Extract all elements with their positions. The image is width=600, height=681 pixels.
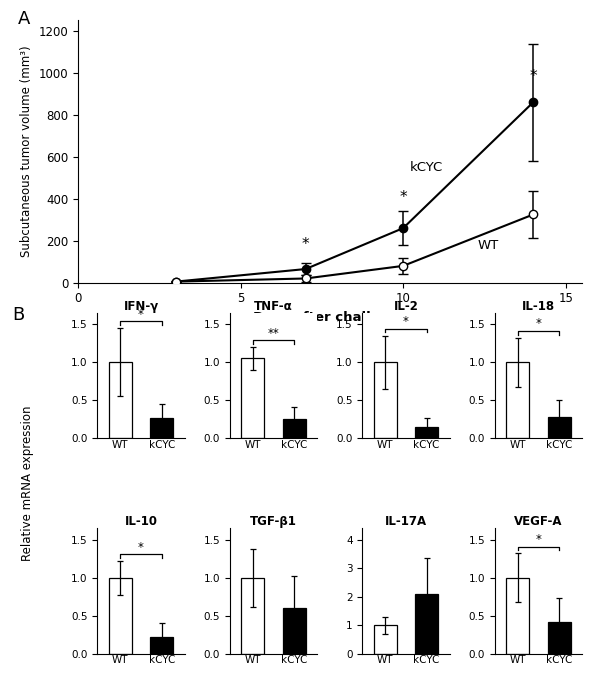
Bar xyxy=(241,358,264,438)
Title: IL-17A: IL-17A xyxy=(385,516,427,528)
Title: IL-2: IL-2 xyxy=(394,300,418,313)
Title: TNF-α: TNF-α xyxy=(254,300,293,313)
Bar xyxy=(283,608,305,654)
Text: *: * xyxy=(138,541,144,554)
Text: *: * xyxy=(529,69,537,84)
Text: kCYC: kCYC xyxy=(410,161,443,174)
Bar xyxy=(548,417,571,438)
Bar xyxy=(374,625,397,654)
Text: A: A xyxy=(17,10,30,28)
Text: *: * xyxy=(302,236,310,251)
Bar xyxy=(506,362,529,438)
Y-axis label: Subcutaneous tumor volume (mm³): Subcutaneous tumor volume (mm³) xyxy=(20,46,33,257)
Text: B: B xyxy=(12,306,24,324)
Text: **: ** xyxy=(268,326,280,340)
Bar xyxy=(151,637,173,654)
Title: VEGF-A: VEGF-A xyxy=(514,516,563,528)
Bar xyxy=(109,362,131,438)
Bar xyxy=(374,362,397,438)
Title: IL-10: IL-10 xyxy=(124,516,157,528)
Title: TGF-β1: TGF-β1 xyxy=(250,516,297,528)
Text: Relative mRNA expression: Relative mRNA expression xyxy=(20,406,34,561)
Text: *: * xyxy=(400,190,407,205)
Bar xyxy=(415,594,438,654)
Title: IL-18: IL-18 xyxy=(522,300,555,313)
Bar xyxy=(506,577,529,654)
Title: IFN-γ: IFN-γ xyxy=(124,300,158,313)
Bar xyxy=(241,577,264,654)
Bar xyxy=(283,419,305,438)
Text: *: * xyxy=(403,315,409,328)
Bar xyxy=(415,427,438,438)
X-axis label: Days after challenge: Days after challenge xyxy=(253,311,407,324)
Bar xyxy=(109,577,131,654)
Bar xyxy=(151,417,173,438)
Text: *: * xyxy=(535,317,541,330)
Text: *: * xyxy=(138,308,144,321)
Text: *: * xyxy=(535,533,541,546)
Text: WT: WT xyxy=(478,239,499,252)
Bar xyxy=(548,622,571,654)
